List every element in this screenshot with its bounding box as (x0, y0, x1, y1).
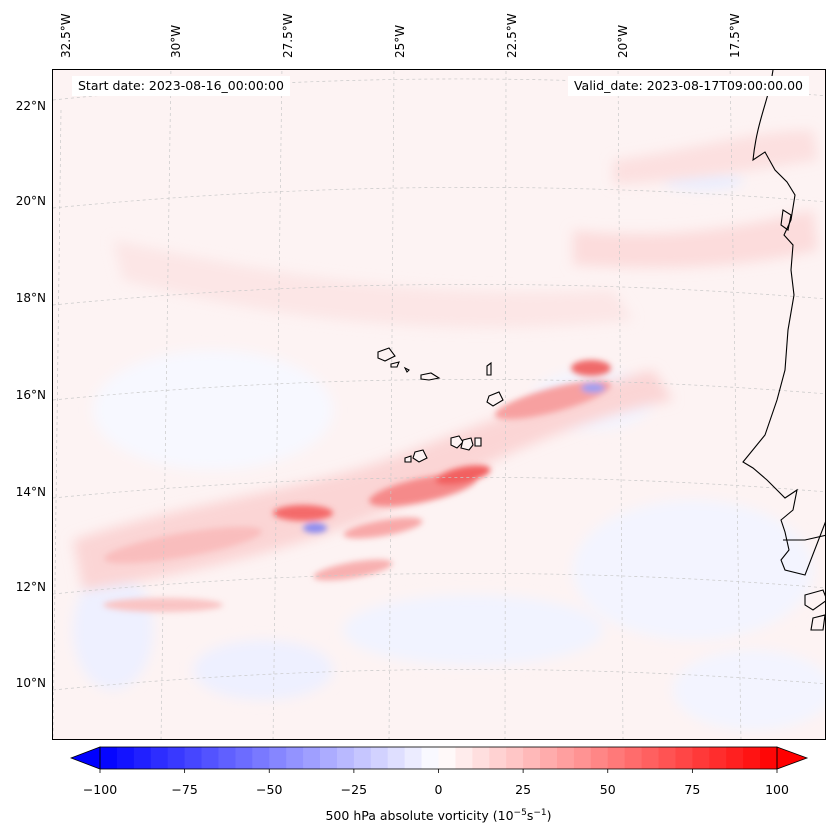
colorbar-segment (404, 747, 423, 769)
colorbar-segment (438, 747, 456, 769)
colorbar-segment (709, 747, 727, 769)
colorbar-segment (218, 747, 236, 769)
colorbar-segment (336, 747, 355, 769)
colorbar-segment (590, 747, 609, 769)
colorbar-tick-label: 0 (434, 782, 443, 797)
santa-luzia (403, 366, 410, 373)
valid-date-label: Valid_date: 2023-08-17T09:00:00.00 (567, 76, 809, 96)
colorbar-segment (726, 747, 744, 769)
colorbar-segment (743, 747, 761, 769)
colorbar-segment (556, 747, 575, 769)
colorbar-segment (100, 747, 118, 769)
colorbar-segment (624, 747, 643, 769)
lat-label: 16°N (15, 388, 46, 402)
colorbar-segment (133, 747, 152, 769)
colorbar-segment (658, 747, 676, 769)
lon-label: 25°W (393, 24, 407, 58)
colorbar-tick-label: 25 (515, 782, 532, 797)
sao-vicente (390, 361, 400, 368)
colorbar-segment (760, 747, 778, 769)
colorbar-segment (303, 747, 321, 769)
vorticity-map (53, 70, 825, 739)
colorbar-segment (167, 747, 186, 769)
colorbar (70, 746, 809, 773)
colorbar-tick-label: −100 (82, 782, 118, 797)
lat-label: 12°N (15, 580, 46, 594)
sal (486, 361, 492, 376)
colorbar-segment (641, 747, 660, 769)
colorbar-segment (286, 747, 304, 769)
colorbar-extend-min (70, 746, 101, 770)
colorbar-segment (472, 747, 490, 769)
bissagos-islands-2 (810, 614, 825, 631)
colorbar-segment (387, 747, 406, 769)
colorbar-segment (455, 747, 473, 769)
cape-verde-islands (377, 347, 504, 463)
colorbar-tick-label: −25 (340, 782, 368, 797)
colorbar-segment (201, 747, 219, 769)
colorbar-label-end: ) (546, 808, 552, 824)
colorbar-label-exp2: −1 (533, 808, 547, 818)
colorbar-segment (523, 747, 541, 769)
colorbar-segment (421, 747, 439, 769)
lon-label: 27.5°W (281, 13, 295, 58)
colorbar-label-text: 500 hPa absolute vorticity (10 (325, 808, 514, 824)
colorbar-segment (607, 747, 626, 769)
colorbar-label-exp1: −5 (513, 808, 527, 818)
fogo (412, 449, 428, 463)
santiago-south (460, 437, 474, 451)
santo-antao (377, 347, 396, 362)
lon-label: 30°W (169, 24, 183, 58)
lon-label: 32.5°W (59, 13, 73, 58)
colorbar-label: 500 hPa absolute vorticity (10−5s−1) (0, 808, 837, 823)
africa-coastline (742, 70, 825, 576)
map-panel (52, 69, 826, 740)
colorbar-tick-label: 50 (599, 782, 616, 797)
colorbar-segment (675, 747, 693, 769)
maio (474, 437, 482, 447)
bissagos-islands (804, 589, 825, 611)
colorbar-extend-max (776, 746, 809, 770)
colorbar-segment (692, 747, 710, 769)
lat-label: 14°N (15, 485, 46, 499)
colorbar-segment (320, 747, 338, 769)
colorbar-segment (184, 747, 203, 769)
lon-label: 20°W (616, 24, 630, 58)
colorbar-segment (150, 747, 169, 769)
coastline (742, 70, 825, 631)
gambia-coast (783, 534, 825, 541)
colorbar-segment (269, 747, 287, 769)
boa-vista (486, 391, 504, 407)
colorbar-segment (353, 747, 372, 769)
start-date-label: Start date: 2023-08-16_00:00:00 (72, 76, 290, 96)
lon-label: 17.5°W (728, 13, 742, 58)
colorbar-segment (116, 747, 135, 769)
negative-vorticity-field (73, 170, 825, 730)
lat-label: 10°N (15, 676, 46, 690)
colorbar-segment (573, 747, 592, 769)
banc-arguin (780, 209, 792, 231)
colorbar-label-mid: s (526, 808, 534, 824)
graticule (53, 70, 825, 739)
colorbar-segment (489, 747, 507, 769)
colorbar-tick-label: 75 (684, 782, 701, 797)
lat-label: 22°N (15, 99, 46, 113)
colorbar-segment (252, 747, 270, 769)
colorbar-segment (370, 747, 389, 769)
colorbar-segment (506, 747, 524, 769)
colorbar-segment (235, 747, 253, 769)
colorbar-tick-label: 100 (765, 782, 789, 797)
colorbar-tick-label: −50 (256, 782, 283, 797)
santiago (450, 435, 464, 449)
colorbar-segment (540, 747, 558, 769)
colorbar-tick-label: −75 (171, 782, 198, 797)
lat-label: 20°N (15, 194, 46, 208)
lat-label: 18°N (15, 291, 46, 305)
brava (404, 455, 412, 463)
sao-nicolau (420, 372, 441, 381)
lon-label: 22.5°W (505, 13, 519, 58)
